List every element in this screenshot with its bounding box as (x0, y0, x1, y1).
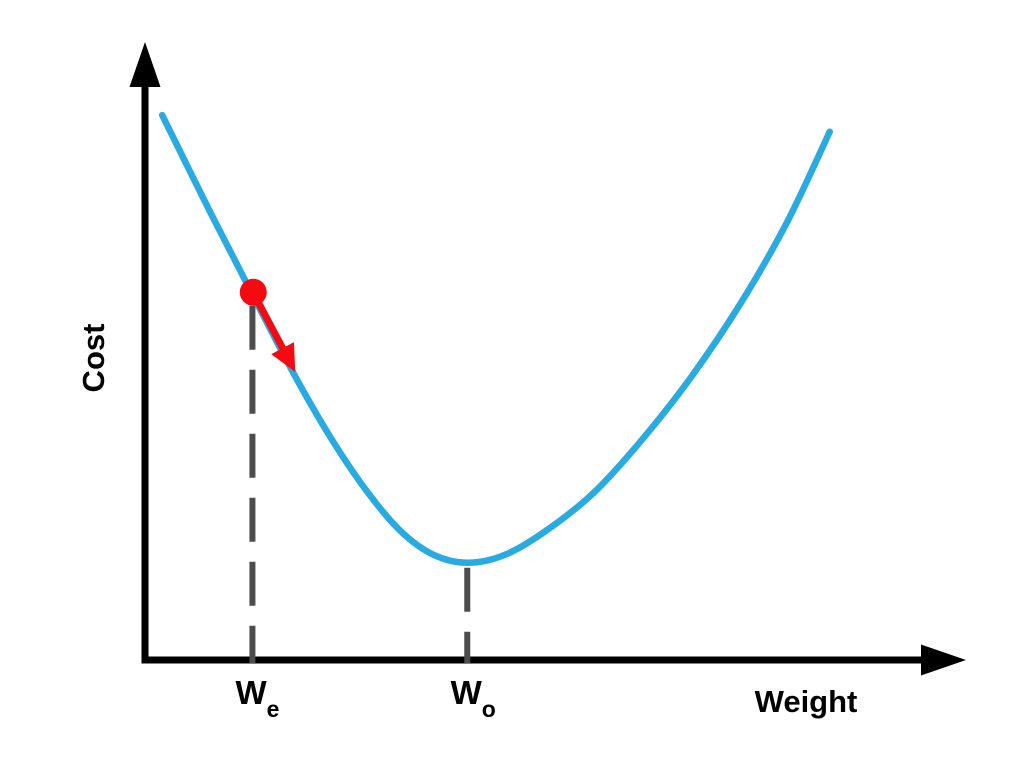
gradient-descent-arrow-icon (255, 300, 296, 372)
current-weight-point (239, 278, 267, 306)
axes (129, 42, 966, 676)
x-axis-label: Weight (755, 684, 858, 719)
tick-we-subscript: e (267, 696, 280, 722)
x-axis-arrowhead-icon (921, 644, 966, 676)
tick-label-we: We (235, 674, 279, 722)
tick-we-main: W (235, 674, 267, 711)
tick-label-wo: Wo (451, 674, 496, 722)
tick-wo-main: W (451, 674, 483, 711)
cost-curve (158, 111, 833, 567)
y-axis-arrowhead-icon (129, 42, 161, 87)
tick-wo-subscript: o (482, 696, 496, 722)
y-axis-label: Cost (76, 324, 111, 393)
